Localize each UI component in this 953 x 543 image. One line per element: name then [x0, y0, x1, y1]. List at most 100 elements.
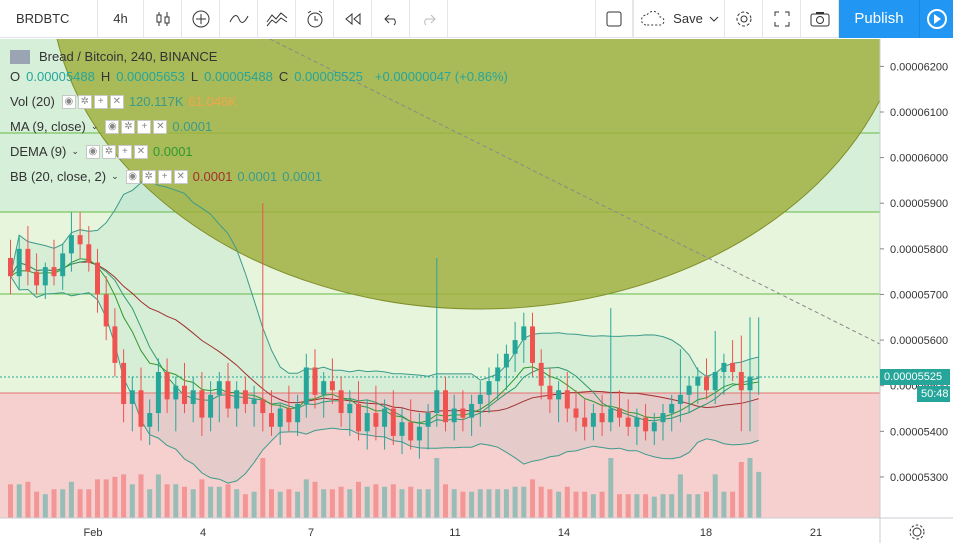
volume-bar	[86, 489, 92, 518]
candle-body	[599, 413, 605, 423]
chevron-down-icon[interactable]: ⌄	[90, 121, 99, 131]
top-toolbar: BRDBTC 4h Save Publish	[0, 0, 953, 38]
fullscreen-icon[interactable]	[763, 0, 801, 38]
snapshot-icon[interactable]	[801, 0, 839, 38]
volume-bar	[321, 489, 327, 518]
play-icon	[926, 8, 947, 29]
candle-body	[277, 408, 283, 427]
add-indicator-icon[interactable]	[182, 0, 220, 38]
ma-value: 0.0001	[172, 119, 213, 134]
volume-bar	[216, 486, 222, 518]
candle-body	[643, 417, 649, 432]
candle-body	[469, 403, 475, 418]
candle-body	[77, 235, 83, 245]
undo-icon[interactable]	[372, 0, 410, 38]
volume-bar	[103, 479, 109, 518]
gear-icon[interactable]: ✲	[141, 169, 156, 184]
chevron-down-icon[interactable]: ⌄	[71, 146, 79, 156]
countdown-badge: 50:48	[917, 386, 950, 402]
volume-bar	[443, 484, 448, 518]
close-icon[interactable]: ✕	[153, 119, 168, 134]
legend-vol[interactable]: Vol (20) ◉ ✲ + ✕ 120.117K 61.046K	[10, 94, 237, 109]
price-label: 0.00005900	[890, 198, 948, 210]
eye-icon[interactable]: ◉	[85, 144, 100, 159]
legend-dema[interactable]: DEMA (9) ⌄ ◉ ✲ + ✕ 0.0001	[10, 144, 193, 159]
symbol-title-row: Bread / Bitcoin, 240, BINANCE	[10, 49, 217, 64]
candle-body	[625, 417, 631, 427]
legend-bb[interactable]: BB (20, close, 2) ⌄ ◉ ✲ + ✕ 0.0001 0.0001 0…	[10, 169, 322, 184]
more-icon[interactable]: +	[93, 94, 108, 109]
dema-value: 0.0001	[152, 144, 193, 159]
candle-body	[25, 248, 31, 272]
symbol-label: BRDBTC	[16, 11, 70, 26]
line-tools-icon[interactable]	[220, 0, 258, 38]
chevron-down-icon	[709, 16, 719, 22]
volume-bar	[60, 489, 66, 518]
volume-bar	[95, 479, 100, 518]
legend-ma[interactable]: MA (9, close) ⌄ ◉ ✲ + ✕ 0.0001	[10, 119, 212, 134]
volume-bars	[8, 458, 762, 518]
more-icon[interactable]: +	[117, 144, 132, 159]
gear-icon[interactable]: ✲	[77, 94, 92, 109]
volume-bar	[756, 471, 762, 518]
chart-canvas[interactable]: 0.00006200 0.00006100 0.00006000 0.00005900…	[0, 39, 953, 543]
eye-icon[interactable]: ◉	[105, 119, 120, 134]
volume-bar	[582, 491, 588, 518]
candle-body	[399, 422, 405, 436]
bollinger-band-fill	[10, 181, 759, 484]
redo-icon[interactable]	[410, 0, 448, 38]
replay-icon[interactable]	[334, 0, 372, 38]
candles-icon[interactable]	[144, 0, 182, 38]
candle-body	[112, 326, 118, 363]
axis-settings-icon[interactable]	[909, 524, 925, 540]
candle-body	[564, 390, 570, 409]
volume-bar	[242, 494, 248, 518]
candle-body	[51, 267, 57, 277]
candle-body	[477, 394, 483, 404]
settings-icon[interactable]	[725, 0, 763, 38]
gear-icon[interactable]: ✲	[101, 144, 116, 159]
volume-bar	[68, 481, 74, 518]
volume-bar	[77, 489, 83, 518]
alert-icon[interactable]	[296, 0, 334, 38]
chevron-down-icon[interactable]: ⌄	[111, 171, 119, 181]
volume-bar	[408, 486, 414, 518]
volume-bar	[121, 474, 127, 518]
volume-bar	[269, 489, 274, 518]
publish-button[interactable]: Publish	[839, 0, 919, 38]
volume-bar	[155, 474, 161, 518]
candle-body	[190, 390, 196, 404]
price-label: 0.00005300	[890, 472, 948, 484]
eye-icon[interactable]: ◉	[125, 169, 140, 184]
save-button[interactable]: Save	[633, 0, 725, 38]
volume-bar	[495, 489, 501, 518]
candle-body	[747, 376, 753, 391]
play-button[interactable]	[919, 0, 953, 38]
price-axis[interactable]	[880, 39, 953, 543]
candle-body	[338, 390, 344, 414]
eye-icon[interactable]: ◉	[61, 94, 76, 109]
more-icon[interactable]: +	[137, 119, 152, 134]
more-icon[interactable]: +	[157, 169, 172, 184]
candlesticks	[8, 203, 762, 459]
red-zone	[0, 393, 880, 518]
candle-body	[677, 394, 683, 404]
current-price-badge: 0.00005525	[880, 369, 950, 385]
chart-pane[interactable]: 0.00006200 0.00006100 0.00006000 0.00005900…	[0, 39, 953, 543]
close-icon[interactable]: ✕	[173, 169, 188, 184]
candle-body	[460, 408, 466, 418]
candle-body	[408, 422, 414, 441]
close-label: C	[278, 69, 289, 84]
volume-bar	[199, 479, 205, 518]
volume-bar	[416, 489, 422, 518]
close-icon[interactable]: ✕	[133, 144, 148, 159]
volume-bar	[312, 481, 318, 518]
price-label: 0.00005800	[890, 244, 948, 256]
close-icon[interactable]: ✕	[109, 94, 124, 109]
volume-bar	[51, 489, 57, 518]
symbol-search-button[interactable]: BRDBTC	[0, 0, 98, 38]
gear-icon[interactable]: ✲	[121, 119, 136, 134]
layout-icon[interactable]	[595, 0, 633, 38]
compare-icon[interactable]	[258, 0, 296, 38]
interval-button[interactable]: 4h	[98, 0, 144, 38]
